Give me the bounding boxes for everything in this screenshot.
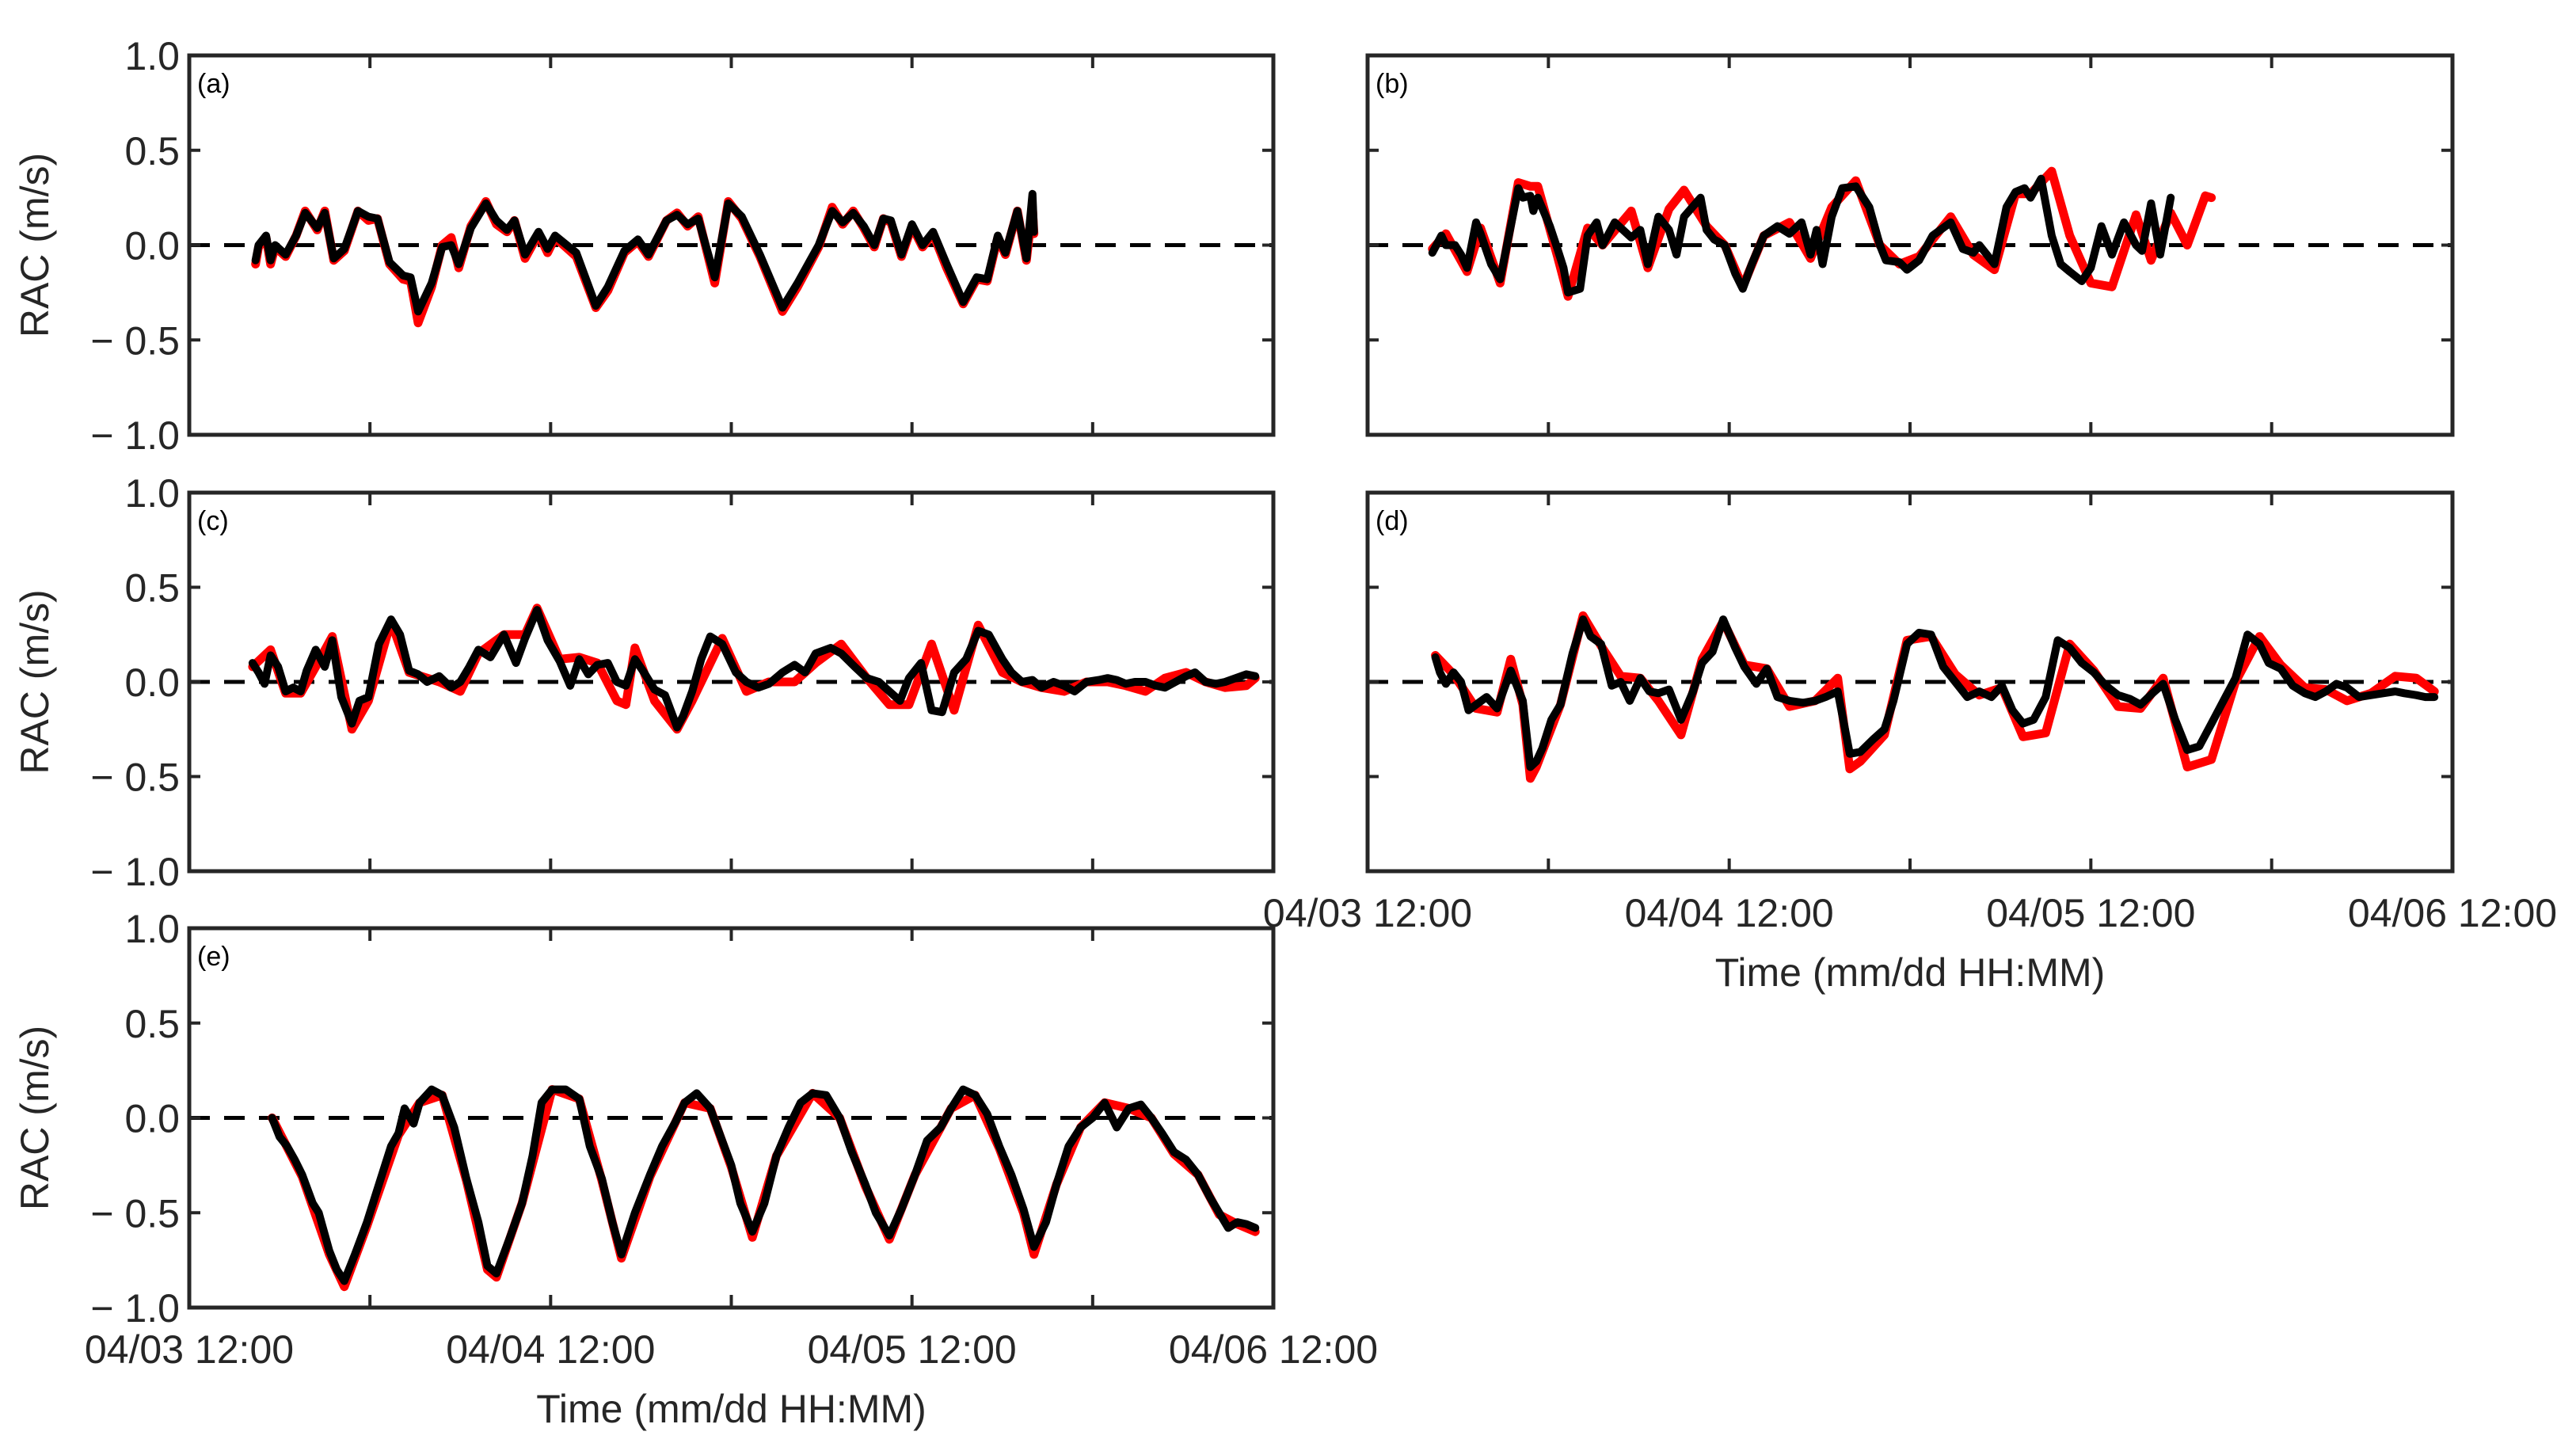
- panel-label: (c): [197, 506, 229, 536]
- y-tick-label: − 1.0: [90, 1286, 180, 1331]
- x-tick-label: 04/03 12:00: [85, 1327, 294, 1372]
- y-tick-label: − 1.0: [90, 850, 180, 894]
- y-tick-label: 1.0: [124, 907, 180, 951]
- panel-c: (c) 1.0 0.5 0.0 − 0.5 − 1.0 RAC (m/s): [13, 471, 1276, 894]
- x-tick-label: 04/04 12:00: [446, 1327, 655, 1372]
- y-axis-title: RAC (m/s): [13, 153, 57, 337]
- series-red-line: [1428, 166, 2216, 301]
- x-axis-title: Time (mm/dd HH:MM): [536, 1387, 927, 1431]
- series-black-line: [251, 189, 1038, 316]
- panel-label: (e): [197, 942, 230, 972]
- x-tick-label: 04/04 12:00: [1625, 891, 1834, 935]
- y-tick-label: 1.0: [124, 471, 180, 516]
- series-black-line: [1428, 174, 2175, 297]
- series-red-line: [248, 603, 1260, 734]
- y-tick-label: 0.5: [124, 1002, 180, 1046]
- series-black-line: [268, 1085, 1260, 1285]
- y-tick-label: 0.0: [124, 661, 180, 705]
- y-tick-label: 0.5: [124, 129, 180, 173]
- panel-label: (b): [1376, 69, 1409, 99]
- panel-label: (a): [197, 69, 230, 99]
- panel-b: (b): [1365, 53, 2455, 437]
- x-axis-title: Time (mm/dd HH:MM): [1715, 950, 2106, 995]
- y-tick-label: − 0.5: [90, 318, 180, 363]
- series-black-line: [1431, 615, 2439, 771]
- y-tick-label: 0.0: [124, 1097, 180, 1141]
- x-tick-label: 04/05 12:00: [808, 1327, 1017, 1372]
- panel-label: (d): [1376, 506, 1409, 536]
- y-axis-title: RAC (m/s): [13, 589, 57, 774]
- panel-e: (e) 1.0 0.5 0.0 − 0.5 − 1.0 RAC (m/s) 04/03 12:…: [13, 907, 1378, 1431]
- x-tick-label: 04/06 12:00: [2348, 891, 2557, 935]
- y-tick-label: 0.5: [124, 566, 180, 611]
- x-tick-label: 04/06 12:00: [1169, 1327, 1378, 1372]
- panel-d: (d) 04/03 12:00 04/04 12:00 04/05 12:00 04/0…: [1263, 490, 2557, 995]
- y-tick-label: − 0.5: [90, 756, 180, 800]
- x-tick-label: 04/05 12:00: [1986, 891, 2195, 935]
- series-black-line: [248, 606, 1260, 732]
- y-tick-label: − 0.5: [90, 1191, 180, 1235]
- y-axis-title: RAC (m/s): [13, 1026, 57, 1210]
- y-tick-label: 0.0: [124, 224, 180, 268]
- x-tick-label: 04/03 12:00: [1263, 891, 1472, 935]
- panel-a: (a) 1.0 0.5 0.0 − 0.5 − 1.0 RAC (m/s): [13, 34, 1276, 458]
- y-tick-label: 1.0: [124, 34, 180, 78]
- y-tick-label: − 1.0: [90, 413, 180, 458]
